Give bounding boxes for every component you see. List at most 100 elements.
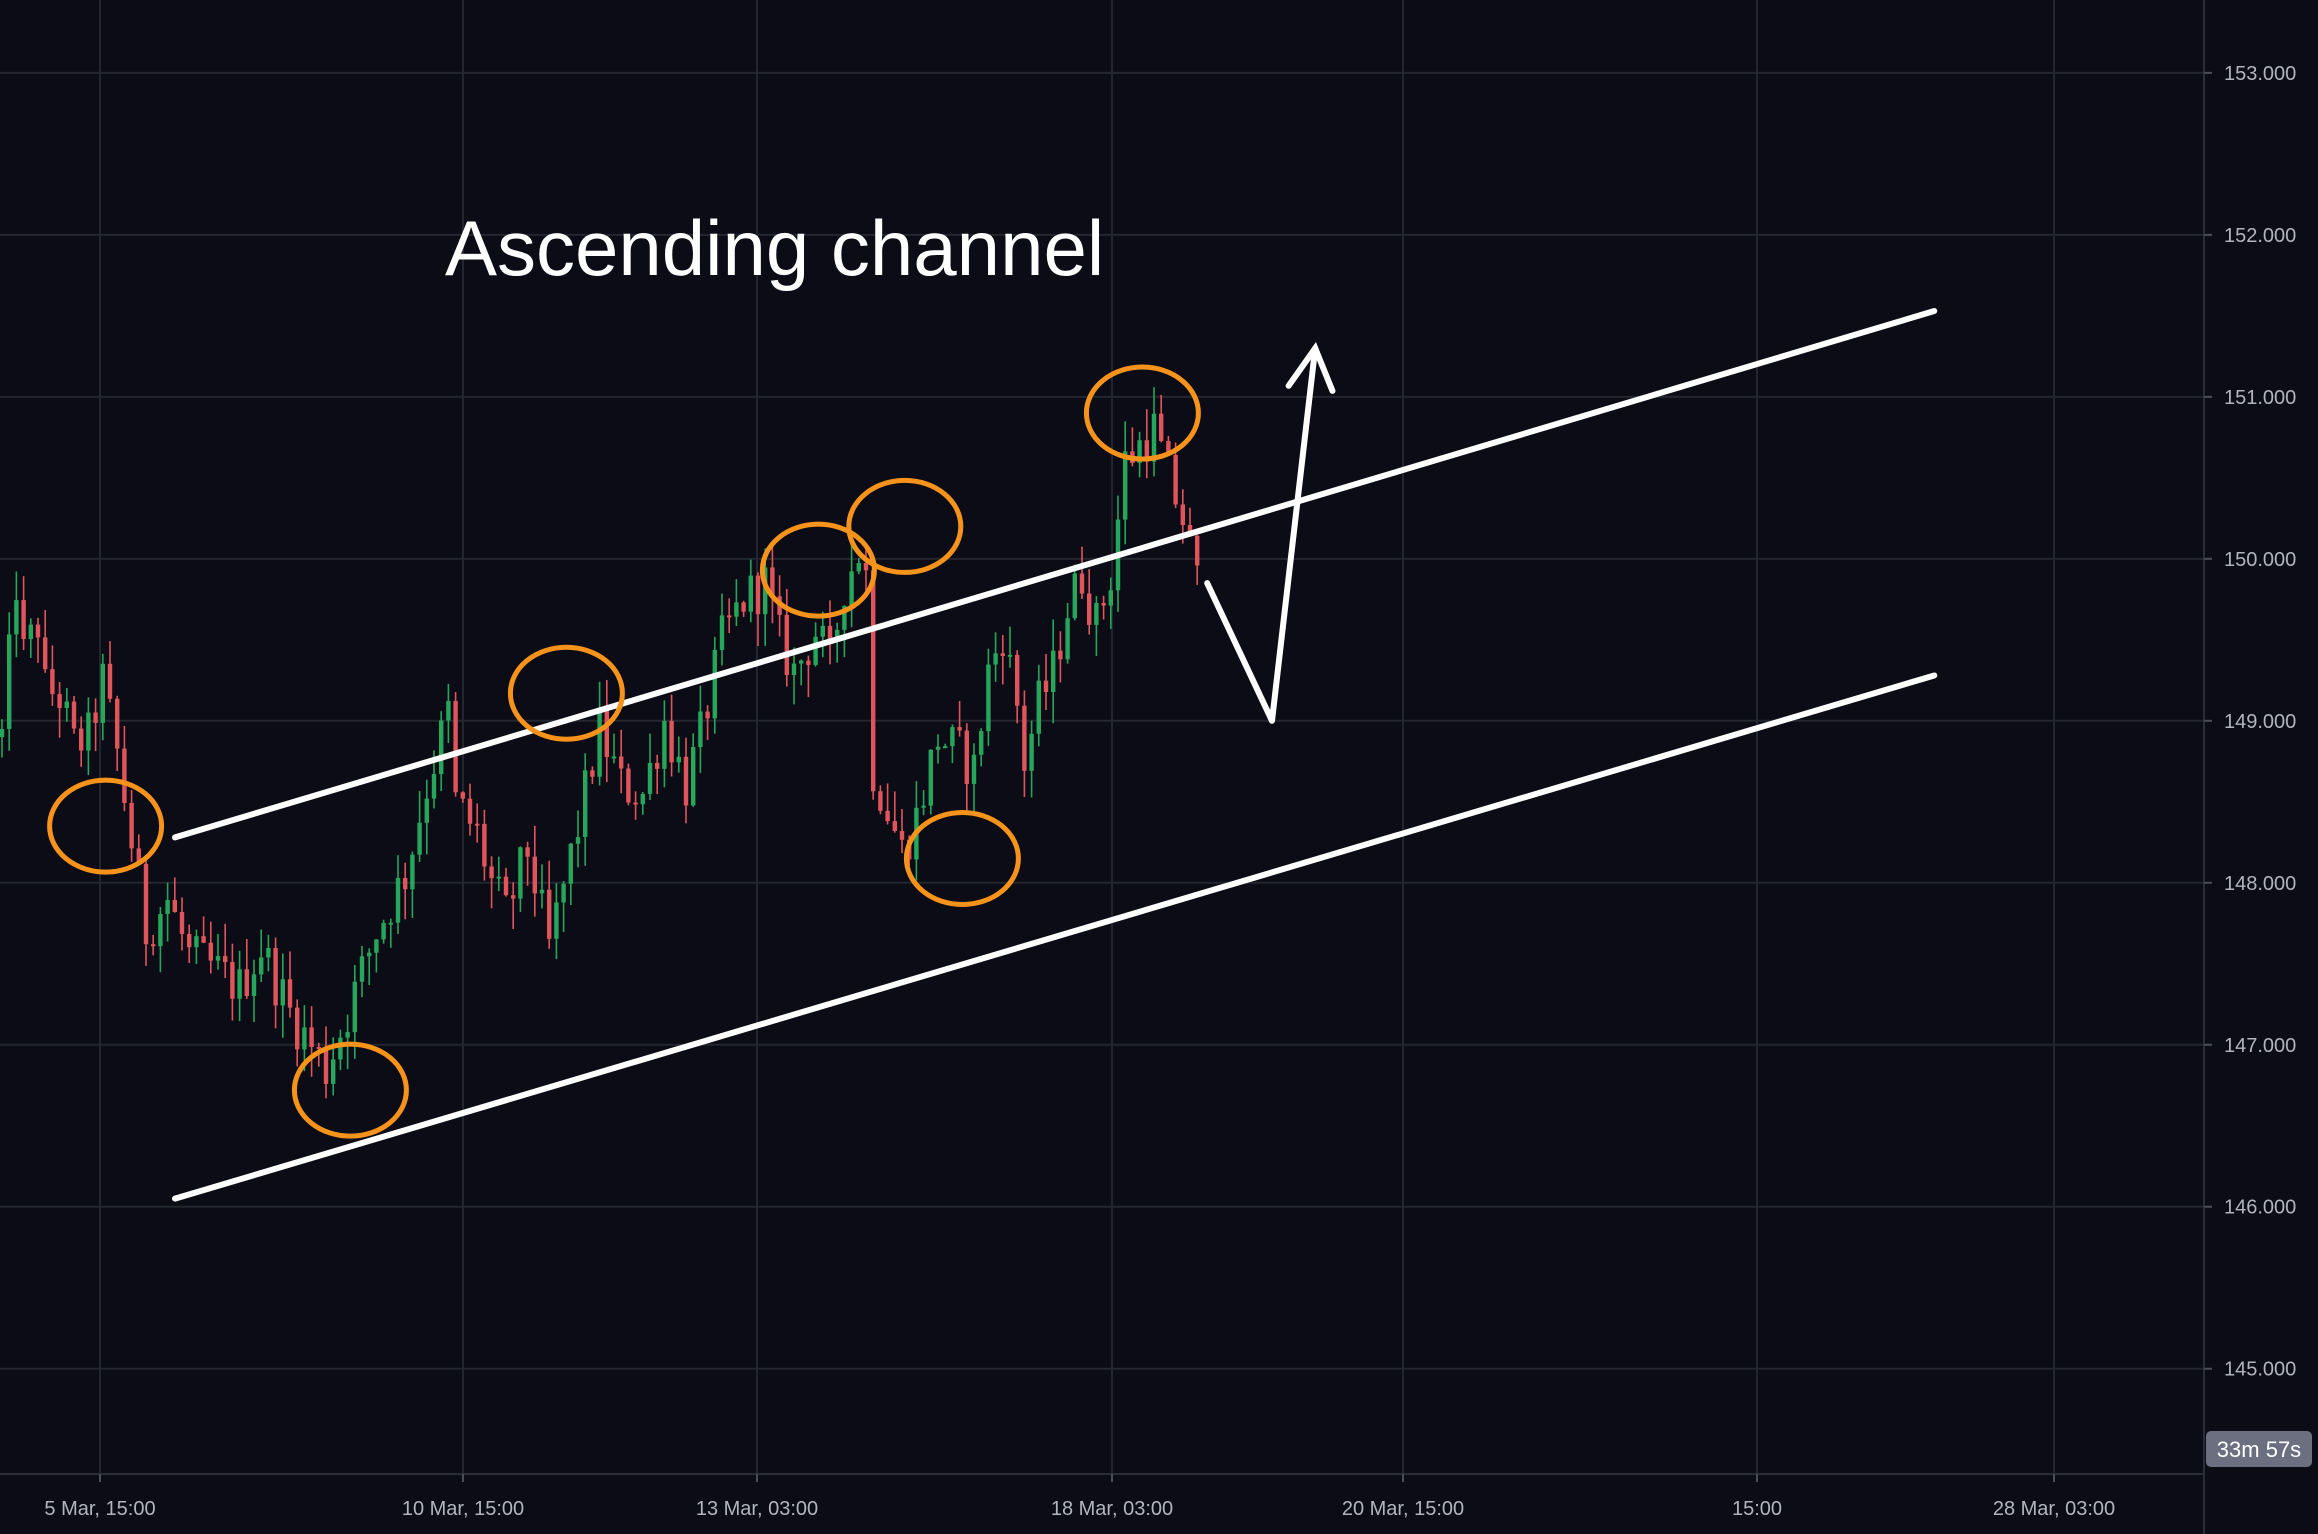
candle-body <box>1058 650 1063 660</box>
candle-down <box>1000 635 1005 685</box>
candle-up <box>0 719 5 758</box>
candle-up <box>424 779 429 855</box>
channel-upper-line[interactable] <box>172 307 1938 841</box>
touch-point-circle[interactable] <box>903 809 1021 907</box>
candle-body <box>763 567 768 615</box>
candle-down <box>669 694 674 777</box>
candle-down <box>619 729 624 794</box>
touch-point-circle[interactable] <box>47 777 165 875</box>
candle-body <box>979 731 984 755</box>
candle-body <box>1123 451 1128 520</box>
candle-down <box>482 809 487 881</box>
projection-arrow-head <box>1285 342 1336 394</box>
candle-body <box>842 606 847 630</box>
candle-down <box>899 808 905 854</box>
candle-body <box>1036 680 1041 734</box>
candle-body <box>619 756 624 769</box>
candle-up <box>237 950 242 1022</box>
candle-body <box>1166 441 1171 455</box>
candle-body <box>179 912 185 934</box>
candle-body <box>223 956 228 963</box>
candle-body <box>460 792 465 799</box>
candle-up <box>1123 421 1128 545</box>
candle-body <box>323 1048 329 1084</box>
candle-body <box>489 866 494 879</box>
candle-up <box>928 749 933 815</box>
candle-body <box>871 570 876 792</box>
candle-body <box>547 889 552 939</box>
projection-arrow[interactable] <box>1204 345 1319 724</box>
candle-body <box>561 883 566 903</box>
candle-body <box>482 823 487 867</box>
time-axis[interactable]: 5 Mar, 15:00 10 Mar, 15:00 13 Mar, 03:00 18… <box>44 1474 2115 1520</box>
candle-body <box>244 969 249 997</box>
candle-body <box>345 1032 350 1038</box>
candle-up <box>338 1029 343 1071</box>
candle-body <box>827 625 833 640</box>
candle-body <box>208 942 213 961</box>
candle-up <box>583 753 588 866</box>
touch-point-circle[interactable] <box>291 1041 409 1139</box>
candle-down <box>323 1026 329 1099</box>
touch-point-circle[interactable] <box>507 644 625 742</box>
price-axis[interactable]: 145.000 146.000 147.000 148.000 149.000 150.0… <box>2204 63 2296 1381</box>
candle-down <box>683 737 689 824</box>
channel-lower-line[interactable] <box>172 672 1938 1202</box>
candle-body <box>259 957 264 975</box>
candle-body <box>741 602 746 612</box>
candle-body <box>568 843 573 884</box>
candle-body <box>935 746 941 750</box>
candle-down <box>1015 650 1020 724</box>
touch-point-circle[interactable] <box>759 521 877 619</box>
candle-down <box>223 923 228 979</box>
candle-up <box>835 622 840 663</box>
candle-body <box>518 847 523 899</box>
candle-body <box>302 1027 307 1050</box>
candle-body <box>273 947 278 1006</box>
candle-up <box>986 648 991 746</box>
candle-up <box>251 959 257 1023</box>
candle-down <box>532 825 537 917</box>
candle-body <box>532 856 537 894</box>
touch-point-circle[interactable] <box>846 477 964 575</box>
candle-down <box>187 924 192 963</box>
touch-point-circle[interactable] <box>1083 364 1201 462</box>
candle-body <box>1051 650 1056 693</box>
candle-down <box>208 921 213 974</box>
candle-up <box>359 945 365 998</box>
candle-down <box>107 641 113 703</box>
candle-up <box>791 647 797 705</box>
candle-up <box>165 882 170 942</box>
candle-body <box>755 575 761 615</box>
candle-body <box>849 571 854 607</box>
candle-down <box>115 695 120 771</box>
candle-body <box>71 701 77 729</box>
candle-body <box>683 756 689 806</box>
candle-body <box>590 770 595 777</box>
candle-body <box>633 802 638 805</box>
candle-body <box>28 624 33 640</box>
candle-body <box>1180 504 1185 526</box>
candle-body <box>496 876 501 879</box>
candle-down <box>655 754 660 795</box>
candle-down <box>755 572 761 646</box>
candle-body <box>93 712 98 723</box>
candle-body <box>705 711 710 719</box>
candle-down <box>403 862 408 920</box>
candle-down <box>79 716 84 767</box>
candle-down <box>547 860 552 949</box>
candle-down <box>1022 690 1027 797</box>
candle-up <box>215 933 221 970</box>
candle-body <box>626 768 631 803</box>
candle-body <box>388 922 393 925</box>
candle-body <box>151 944 156 947</box>
candle-body <box>611 756 617 759</box>
candle-body <box>165 900 170 915</box>
candle-body <box>431 774 437 799</box>
candle-body <box>374 939 379 953</box>
candle-down <box>43 610 48 673</box>
candle-up <box>979 728 984 767</box>
candle-up <box>86 697 91 775</box>
